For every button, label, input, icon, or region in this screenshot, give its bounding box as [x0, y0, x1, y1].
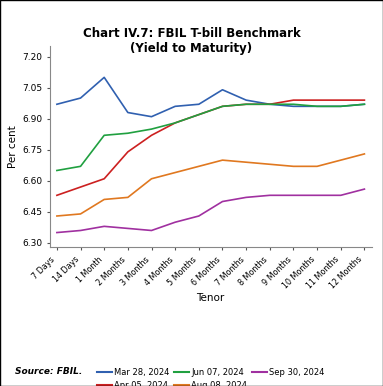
Aug 08, 2024 [339, 158, 343, 163]
Mar 28, 2024 [267, 102, 272, 107]
Mar 28, 2024 [196, 102, 201, 107]
Apr 05, 2024 [267, 102, 272, 107]
Aug 08, 2024 [55, 214, 59, 218]
Aug 08, 2024 [315, 164, 319, 169]
Mar 28, 2024 [126, 110, 130, 115]
Line: Jun 07, 2024: Jun 07, 2024 [57, 104, 364, 171]
Mar 28, 2024 [315, 104, 319, 108]
Apr 05, 2024 [339, 98, 343, 102]
Aug 08, 2024 [291, 164, 296, 169]
Sep 30, 2024 [78, 228, 83, 233]
Mar 28, 2024 [78, 96, 83, 100]
Mar 28, 2024 [55, 102, 59, 107]
Y-axis label: Per cent: Per cent [8, 125, 18, 168]
Apr 05, 2024 [315, 98, 319, 102]
Jun 07, 2024 [315, 104, 319, 108]
Text: Source: FBIL.: Source: FBIL. [15, 367, 83, 376]
Sep 30, 2024 [220, 199, 225, 204]
Aug 08, 2024 [173, 170, 177, 175]
Apr 05, 2024 [78, 185, 83, 190]
Line: Sep 30, 2024: Sep 30, 2024 [57, 189, 364, 232]
Apr 05, 2024 [220, 104, 225, 108]
Apr 05, 2024 [291, 98, 296, 102]
Jun 07, 2024 [267, 102, 272, 107]
Sep 30, 2024 [126, 226, 130, 231]
Mar 28, 2024 [102, 75, 106, 80]
Sep 30, 2024 [244, 195, 249, 200]
Apr 05, 2024 [244, 102, 249, 107]
Jun 07, 2024 [78, 164, 83, 169]
Sep 30, 2024 [149, 228, 154, 233]
Apr 05, 2024 [362, 98, 367, 102]
Mar 28, 2024 [149, 114, 154, 119]
Aug 08, 2024 [78, 212, 83, 216]
Jun 07, 2024 [220, 104, 225, 108]
Aug 08, 2024 [102, 197, 106, 202]
Sep 30, 2024 [173, 220, 177, 225]
Apr 05, 2024 [126, 149, 130, 154]
Mar 28, 2024 [220, 88, 225, 92]
Jun 07, 2024 [244, 102, 249, 107]
Mar 28, 2024 [244, 98, 249, 102]
Sep 30, 2024 [315, 193, 319, 198]
Aug 08, 2024 [126, 195, 130, 200]
Jun 07, 2024 [173, 120, 177, 125]
Text: Chart IV.7: FBIL T-bill Benchmark
(Yield to Maturity): Chart IV.7: FBIL T-bill Benchmark (Yield… [83, 27, 300, 55]
Jun 07, 2024 [362, 102, 367, 107]
Apr 05, 2024 [102, 176, 106, 181]
Sep 30, 2024 [362, 187, 367, 191]
Legend: Mar 28, 2024, Apr 05, 2024, Jun 07, 2024, Aug 08, 2024, Sep 30, 2024: Mar 28, 2024, Apr 05, 2024, Jun 07, 2024… [97, 367, 324, 386]
Sep 30, 2024 [339, 193, 343, 198]
Mar 28, 2024 [291, 104, 296, 108]
Sep 30, 2024 [55, 230, 59, 235]
Sep 30, 2024 [196, 214, 201, 218]
Aug 08, 2024 [362, 152, 367, 156]
Sep 30, 2024 [291, 193, 296, 198]
Jun 07, 2024 [339, 104, 343, 108]
Mar 28, 2024 [339, 104, 343, 108]
X-axis label: Tenor: Tenor [196, 293, 225, 303]
Sep 30, 2024 [102, 224, 106, 229]
Apr 05, 2024 [149, 133, 154, 138]
Mar 28, 2024 [173, 104, 177, 108]
Aug 08, 2024 [220, 158, 225, 163]
Apr 05, 2024 [196, 112, 201, 117]
Jun 07, 2024 [55, 168, 59, 173]
Aug 08, 2024 [244, 160, 249, 164]
Aug 08, 2024 [267, 162, 272, 167]
Line: Aug 08, 2024: Aug 08, 2024 [57, 154, 364, 216]
Mar 28, 2024 [362, 102, 367, 107]
Aug 08, 2024 [196, 164, 201, 169]
Apr 05, 2024 [173, 120, 177, 125]
Jun 07, 2024 [149, 127, 154, 131]
Aug 08, 2024 [149, 176, 154, 181]
Line: Apr 05, 2024: Apr 05, 2024 [57, 100, 364, 195]
Jun 07, 2024 [196, 112, 201, 117]
Line: Mar 28, 2024: Mar 28, 2024 [57, 77, 364, 117]
Sep 30, 2024 [267, 193, 272, 198]
Jun 07, 2024 [126, 131, 130, 135]
Apr 05, 2024 [55, 193, 59, 198]
Jun 07, 2024 [102, 133, 106, 138]
Jun 07, 2024 [291, 102, 296, 107]
